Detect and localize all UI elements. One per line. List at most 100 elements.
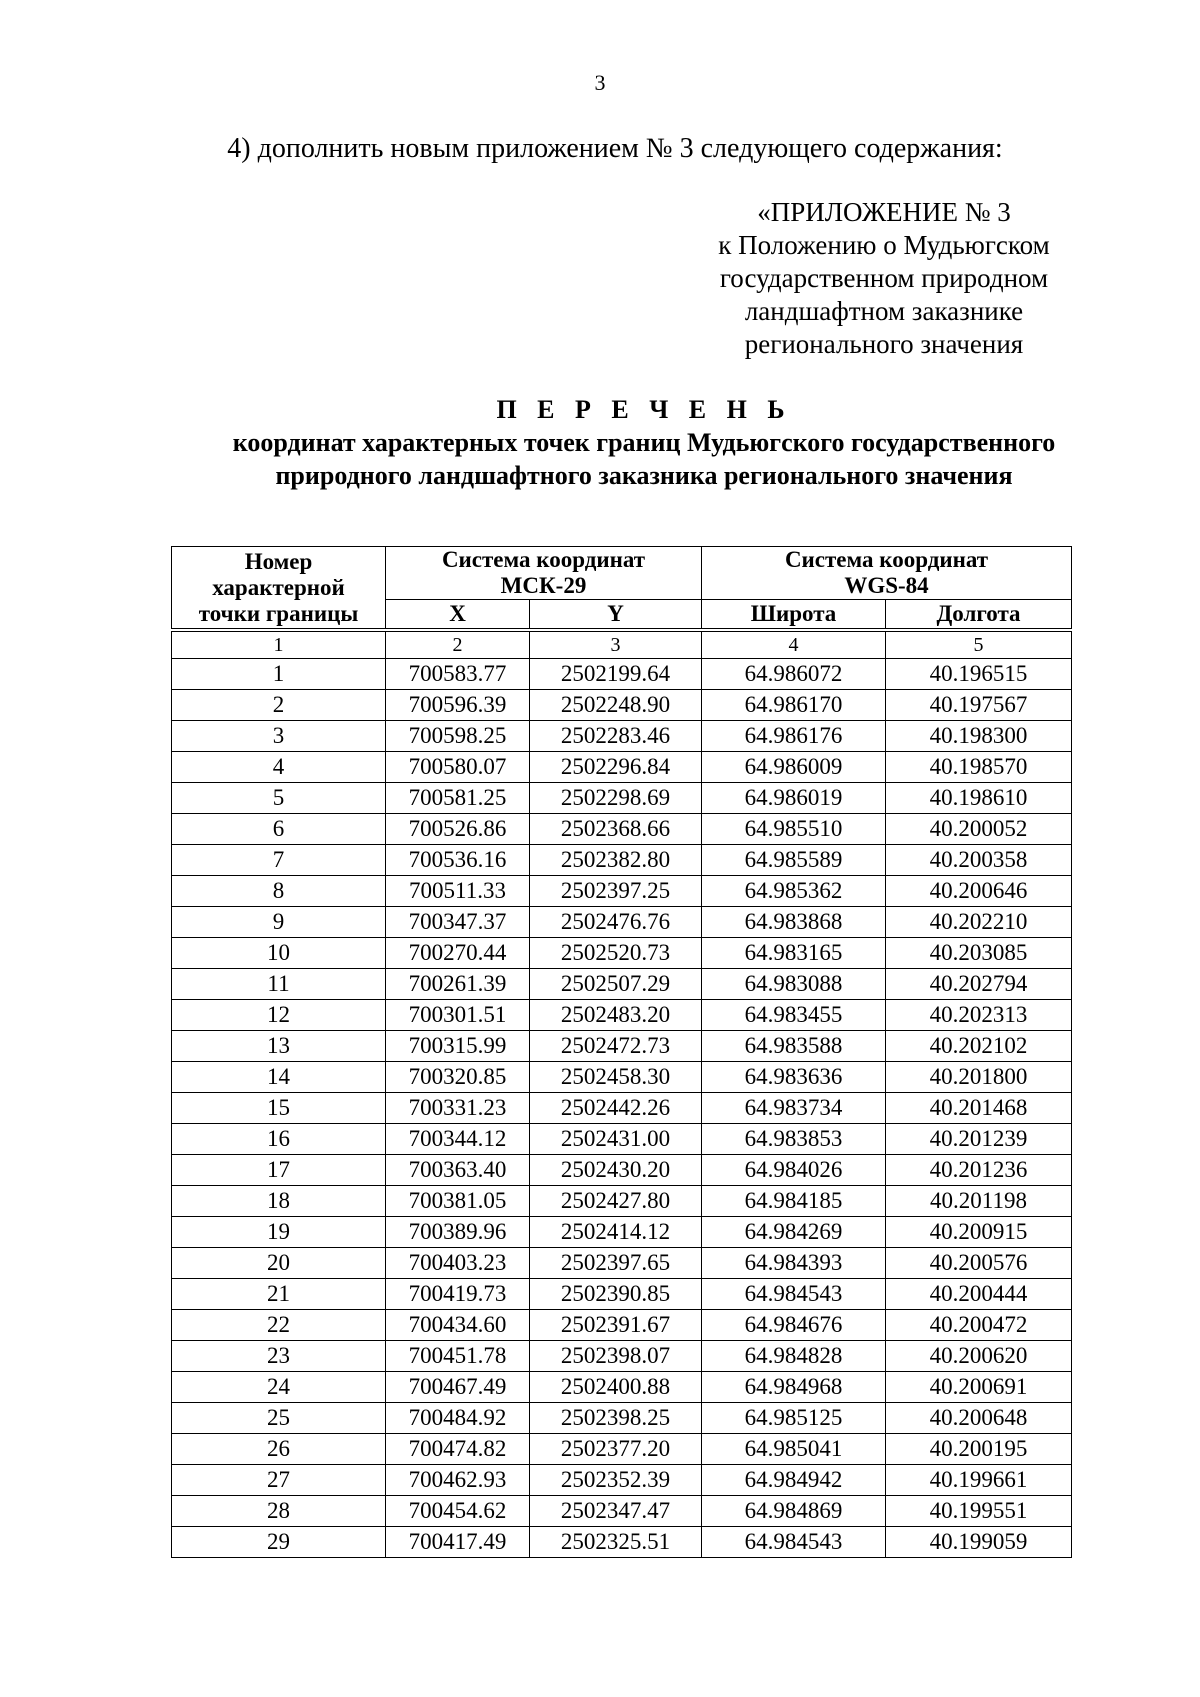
- column-number: 4: [701, 628, 886, 659]
- cell-longitude: 40.200576: [885, 1247, 1072, 1279]
- cell-y: 2502377.20: [529, 1433, 702, 1465]
- column-number: 2: [385, 628, 530, 659]
- cell-latitude: 64.984269: [701, 1216, 886, 1248]
- header-line: WGS-84: [844, 573, 929, 598]
- appendix-line: «ПРИЛОЖЕНИЕ № 3: [757, 197, 1011, 227]
- cell-point-number: 21: [171, 1278, 386, 1310]
- cell-longitude: 40.203085: [885, 937, 1072, 969]
- cell-point-number: 13: [171, 1030, 386, 1062]
- cell-x: 700581.25: [385, 782, 530, 814]
- cell-point-number: 12: [171, 999, 386, 1031]
- appendix-heading: «ПРИЛОЖЕНИЕ № 3 к Положению о Мудьюгском…: [684, 196, 1084, 361]
- cell-x: 700598.25: [385, 720, 530, 752]
- cell-x: 700320.85: [385, 1061, 530, 1093]
- table-row: 22 700434.60 2502391.67 64.984676 40.200472: [171, 1309, 1072, 1341]
- cell-y: 2502248.90: [529, 689, 702, 721]
- header-line: Система координат: [784, 547, 989, 572]
- cell-point-number: 26: [171, 1433, 386, 1465]
- cell-longitude: 40.200358: [885, 844, 1072, 876]
- cell-latitude: 64.986019: [701, 782, 886, 814]
- cell-y: 2502390.85: [529, 1278, 702, 1310]
- cell-y: 2502391.67: [529, 1309, 702, 1341]
- cell-point-number: 5: [171, 782, 386, 814]
- cell-latitude: 64.983636: [701, 1061, 886, 1093]
- cell-latitude: 64.983853: [701, 1123, 886, 1155]
- cell-y: 2502382.80: [529, 844, 702, 876]
- cell-x: 700315.99: [385, 1030, 530, 1062]
- cell-longitude: 40.202794: [885, 968, 1072, 1000]
- cell-point-number: 28: [171, 1495, 386, 1527]
- cell-longitude: 40.202102: [885, 1030, 1072, 1062]
- table-row: 4 700580.07 2502296.84 64.986009 40.198570: [171, 751, 1072, 783]
- cell-point-number: 2: [171, 689, 386, 721]
- table-row: 5 700581.25 2502298.69 64.986019 40.198610: [171, 782, 1072, 814]
- appendix-line: ландшафтном заказнике: [744, 296, 1024, 326]
- cell-longitude: 40.199059: [885, 1526, 1072, 1558]
- title-line: координат характерных точек границ Мудью…: [232, 428, 1056, 457]
- cell-point-number: 11: [171, 968, 386, 1000]
- document-title: П Е Р Е Ч Е Н Ь координат характерных то…: [0, 393, 1200, 492]
- cell-latitude: 64.984185: [701, 1185, 886, 1217]
- coordinates-table: Номер характерной точки границы Система …: [171, 546, 1072, 1558]
- table-row: 29 700417.49 2502325.51 64.984543 40.199059: [171, 1526, 1072, 1558]
- cell-x: 700261.39: [385, 968, 530, 1000]
- cell-y: 2502398.25: [529, 1402, 702, 1434]
- cell-y: 2502347.47: [529, 1495, 702, 1527]
- table-row: 19 700389.96 2502414.12 64.984269 40.200915: [171, 1216, 1072, 1248]
- header-point-number: Номер характерной точки границы: [171, 546, 386, 631]
- cell-point-number: 27: [171, 1464, 386, 1496]
- cell-x: 700270.44: [385, 937, 530, 969]
- cell-point-number: 1: [171, 658, 386, 690]
- cell-longitude: 40.200472: [885, 1309, 1072, 1341]
- cell-y: 2502472.73: [529, 1030, 702, 1062]
- cell-longitude: 40.197567: [885, 689, 1072, 721]
- cell-latitude: 64.983455: [701, 999, 886, 1031]
- cell-x: 700403.23: [385, 1247, 530, 1279]
- column-number: 5: [885, 628, 1072, 659]
- cell-y: 2502199.64: [529, 658, 702, 690]
- cell-y: 2502430.20: [529, 1154, 702, 1186]
- table-row: 24 700467.49 2502400.88 64.984968 40.200691: [171, 1371, 1072, 1403]
- cell-latitude: 64.985125: [701, 1402, 886, 1434]
- cell-longitude: 40.199551: [885, 1495, 1072, 1527]
- cell-longitude: 40.202313: [885, 999, 1072, 1031]
- cell-longitude: 40.200648: [885, 1402, 1072, 1434]
- cell-y: 2502442.26: [529, 1092, 702, 1124]
- table-row: 9 700347.37 2502476.76 64.983868 40.202210: [171, 906, 1072, 938]
- cell-y: 2502520.73: [529, 937, 702, 969]
- table-row: 13 700315.99 2502472.73 64.983588 40.202102: [171, 1030, 1072, 1062]
- page-number: 3: [594, 70, 606, 95]
- cell-longitude: 40.201239: [885, 1123, 1072, 1155]
- cell-x: 700381.05: [385, 1185, 530, 1217]
- column-number: 1: [171, 628, 386, 659]
- table-row: 27 700462.93 2502352.39 64.984942 40.199661: [171, 1464, 1072, 1496]
- cell-point-number: 25: [171, 1402, 386, 1434]
- cell-point-number: 22: [171, 1309, 386, 1341]
- cell-y: 2502476.76: [529, 906, 702, 938]
- cell-y: 2502325.51: [529, 1526, 702, 1558]
- cell-point-number: 20: [171, 1247, 386, 1279]
- cell-latitude: 64.984026: [701, 1154, 886, 1186]
- cell-x: 700451.78: [385, 1340, 530, 1372]
- table-row: 26 700474.82 2502377.20 64.985041 40.200195: [171, 1433, 1072, 1465]
- header-line: Номер: [244, 548, 313, 574]
- cell-point-number: 15: [171, 1092, 386, 1124]
- cell-y: 2502296.84: [529, 751, 702, 783]
- cell-y: 2502507.29: [529, 968, 702, 1000]
- cell-point-number: 29: [171, 1526, 386, 1558]
- table-row: 25 700484.92 2502398.25 64.985125 40.200648: [171, 1402, 1072, 1434]
- cell-x: 700474.82: [385, 1433, 530, 1465]
- cell-latitude: 64.983868: [701, 906, 886, 938]
- header-x: X: [385, 599, 530, 631]
- header-line: характерной: [212, 574, 345, 600]
- cell-x: 700301.51: [385, 999, 530, 1031]
- cell-point-number: 7: [171, 844, 386, 876]
- cell-latitude: 64.983088: [701, 968, 886, 1000]
- header-longitude: Долгота: [885, 599, 1072, 631]
- cell-y: 2502397.25: [529, 875, 702, 907]
- cell-point-number: 8: [171, 875, 386, 907]
- table-row: 2 700596.39 2502248.90 64.986170 40.197567: [171, 689, 1072, 721]
- table-row: 8 700511.33 2502397.25 64.985362 40.200646: [171, 875, 1072, 907]
- header-line: МСК-29: [500, 573, 587, 598]
- cell-latitude: 64.983734: [701, 1092, 886, 1124]
